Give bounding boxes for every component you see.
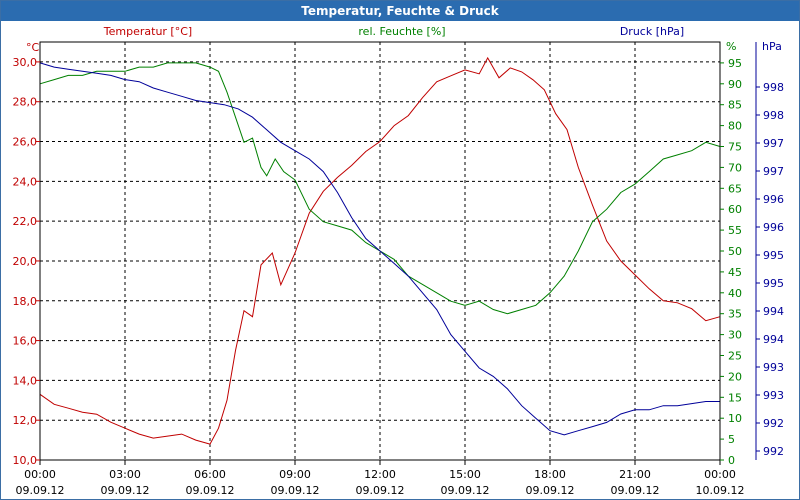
humidity-tick-label: 45 (728, 266, 742, 279)
humidity-tick-label: 40 (728, 287, 742, 300)
humidity-tick-label: 75 (728, 141, 742, 154)
temperature-tick-label: 24,0 (13, 175, 38, 188)
pressure-tick-label: 993 (763, 361, 784, 374)
humidity-tick-label: 55 (728, 224, 742, 237)
temperature-tick-label: 18,0 (13, 295, 38, 308)
humidity-unit-label: % (726, 40, 736, 53)
humidity-tick-label: 20 (728, 370, 742, 383)
temperature-tick-label: 12,0 (13, 414, 38, 427)
humidity-tick-label: 35 (728, 308, 742, 321)
temperature-tick-label: 20,0 (13, 255, 38, 268)
x-tick-time: 12:00 (364, 468, 396, 481)
humidity-tick-label: 80 (728, 120, 742, 133)
humidity-tick-label: 85 (728, 99, 742, 112)
x-tick-time: 06:00 (194, 468, 226, 481)
humidity-tick-label: 10 (728, 412, 742, 425)
humidity-tick-label: 60 (728, 203, 742, 216)
humidity-tick-label: 30 (728, 329, 742, 342)
x-tick-time: 09:00 (279, 468, 311, 481)
temperature-tick-label: 16,0 (13, 335, 38, 348)
temperature-unit-label: °C (26, 41, 40, 54)
x-tick-time: 00:00 (24, 468, 56, 481)
humidity-tick-label: 90 (728, 78, 742, 91)
humidity-tick-label: 70 (728, 161, 742, 174)
x-tick-time: 00:00 (704, 468, 736, 481)
humidity-tick-label: 15 (728, 391, 742, 404)
pressure-tick-label: 994 (763, 333, 784, 346)
pressure-tick-label: 992 (763, 445, 784, 458)
pressure-axis-title: Druck [hPa] (620, 25, 684, 38)
humidity-tick-label: 25 (728, 350, 742, 363)
temperature-axis-title: Temperatur [°C] (103, 25, 192, 38)
pressure-tick-label: 997 (763, 165, 784, 178)
x-tick-time: 21:00 (619, 468, 651, 481)
x-tick-time: 03:00 (109, 468, 141, 481)
pressure-tick-label: 998 (763, 109, 784, 122)
pressure-tick-label: 997 (763, 137, 784, 150)
x-tick-date: 09.09.12 (101, 484, 150, 497)
x-tick-date: 09.09.12 (271, 484, 320, 497)
x-tick-date: 09.09.12 (611, 484, 660, 497)
x-tick-date: 09.09.12 (441, 484, 490, 497)
x-tick-time: 15:00 (449, 468, 481, 481)
pressure-tick-label: 993 (763, 389, 784, 402)
temperature-tick-label: 14,0 (13, 374, 38, 387)
x-tick-date: 09.09.12 (16, 484, 65, 497)
pressure-tick-label: 994 (763, 305, 784, 318)
pressure-tick-label: 992 (763, 417, 784, 430)
x-tick-date: 09.09.12 (356, 484, 405, 497)
humidity-axis-title: rel. Feuchte [%] (358, 25, 445, 38)
pressure-tick-label: 995 (763, 249, 784, 262)
x-tick-date: 10.09.12 (696, 484, 745, 497)
humidity-tick-label: 65 (728, 182, 742, 195)
x-tick-date: 09.09.12 (526, 484, 575, 497)
temperature-tick-label: 30,0 (13, 56, 38, 69)
pressure-tick-label: 996 (763, 193, 784, 206)
humidity-tick-label: 50 (728, 245, 742, 258)
series-temperatur-line (39, 56, 721, 445)
series-rel-feuchte-line (39, 62, 721, 315)
series-lines (39, 56, 721, 445)
grid (40, 42, 720, 460)
pressure-tick-label: 998 (763, 81, 784, 94)
temperature-tick-label: 26,0 (13, 136, 38, 149)
window-title: Temperatur, Feuchte & Druck (1, 1, 799, 21)
x-tick-date: 09.09.12 (186, 484, 235, 497)
series-druck-line (39, 62, 720, 436)
pressure-tick-label: 995 (763, 277, 784, 290)
tick-labels: 00:00 09.09.12 03:00 09.09.12 06:00 09.09.12 0… (13, 42, 784, 497)
humidity-tick-label: 0 (728, 454, 735, 467)
temperature-tick-label: 10,0 (13, 454, 38, 467)
temperature-tick-label: 28,0 (13, 96, 38, 109)
x-tick-time: 18:00 (534, 468, 566, 481)
pressure-tick-label: 996 (763, 221, 784, 234)
humidity-tick-label: 5 (728, 433, 735, 446)
temperature-tick-label: 22,0 (13, 215, 38, 228)
humidity-tick-label: 95 (728, 57, 742, 70)
pressure-unit-label: hPa (762, 40, 782, 53)
